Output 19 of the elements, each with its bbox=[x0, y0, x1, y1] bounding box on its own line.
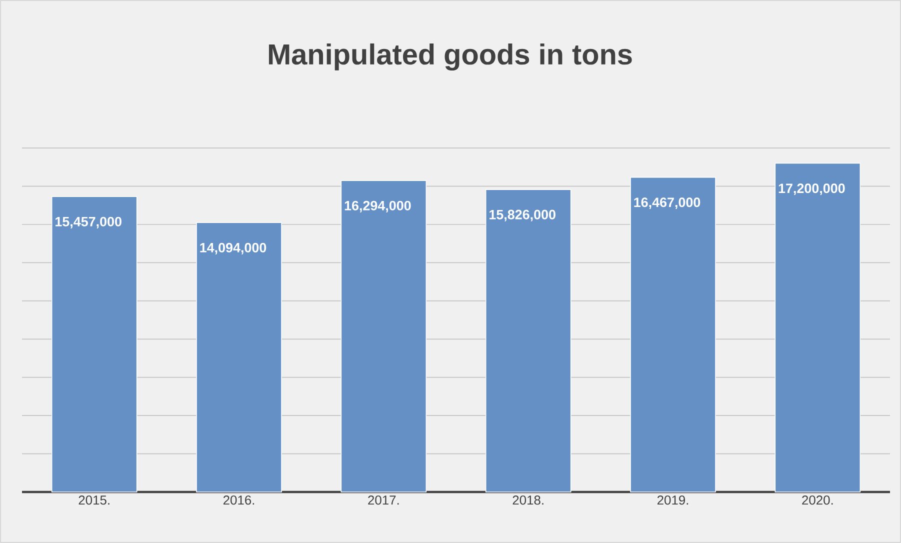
bar bbox=[340, 180, 427, 492]
bar bbox=[51, 196, 138, 492]
data-label: 14,094,000 bbox=[200, 242, 266, 254]
bar bbox=[196, 222, 282, 492]
x-tick-label: 2019. bbox=[657, 496, 688, 505]
x-tick-label: 2020. bbox=[802, 496, 833, 505]
bar bbox=[774, 162, 861, 492]
x-tick-label: 2018. bbox=[512, 496, 544, 505]
x-tick-label: 2017. bbox=[368, 496, 399, 505]
data-label: 17,200,000 bbox=[778, 184, 845, 196]
data-label: 16,467,000 bbox=[634, 198, 700, 210]
data-label: 15,457,000 bbox=[56, 216, 122, 228]
bar bbox=[630, 176, 716, 492]
x-tick-label: 2016. bbox=[223, 496, 254, 505]
chart-title: Manipulated goods in tons bbox=[268, 43, 632, 71]
data-label: 15,826,000 bbox=[490, 210, 556, 222]
data-label: 16,294,000 bbox=[344, 200, 411, 212]
bar bbox=[485, 189, 572, 492]
x-tick-label: 2015. bbox=[78, 496, 110, 505]
